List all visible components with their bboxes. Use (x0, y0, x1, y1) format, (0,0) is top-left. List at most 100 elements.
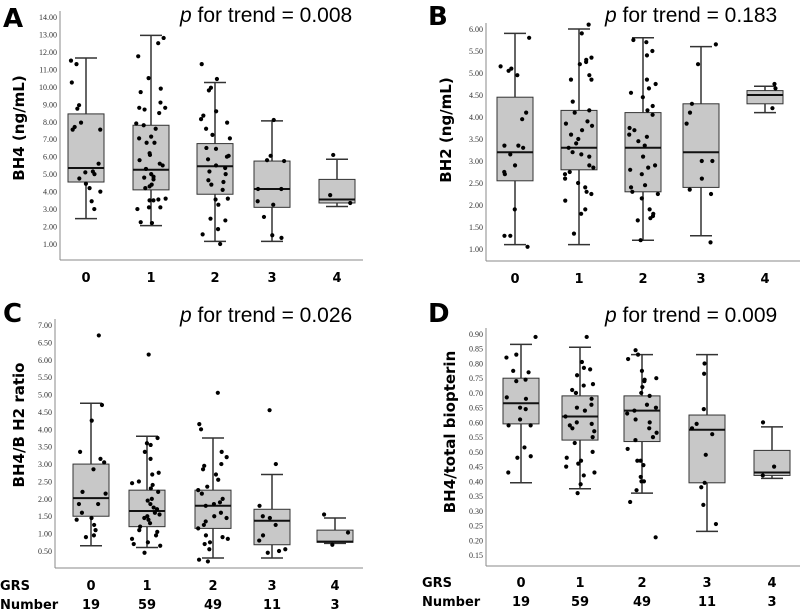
data-point (206, 178, 211, 183)
data-point (281, 158, 287, 164)
data-point (135, 206, 140, 212)
data-point (207, 169, 212, 174)
data-point (163, 105, 168, 110)
y-tick-label: 0.70 (469, 389, 483, 398)
y-tick-label: 0.30 (469, 507, 483, 516)
data-point (142, 515, 147, 521)
data-point (699, 158, 704, 164)
data-point (331, 152, 336, 158)
data-point (585, 119, 590, 124)
data-point (648, 216, 653, 221)
box-iqr (753, 449, 791, 476)
data-point (638, 238, 643, 243)
data-point (694, 421, 699, 426)
data-point (273, 522, 278, 528)
data-point (265, 550, 270, 555)
data-point (625, 411, 630, 416)
y-tick-label: 0.65 (469, 404, 483, 413)
data-point (570, 387, 575, 393)
data-point (653, 535, 658, 540)
data-point (506, 68, 511, 73)
data-point (528, 423, 533, 428)
data-point (227, 136, 232, 141)
box-iqr (688, 414, 726, 484)
data-point (647, 207, 652, 212)
data-point (528, 454, 533, 459)
data-point (211, 501, 217, 507)
data-point (144, 140, 149, 145)
data-point (205, 484, 210, 489)
y-tick-label: 0.15 (469, 551, 483, 560)
data-point (160, 163, 165, 168)
data-point (138, 220, 143, 225)
data-point (224, 515, 229, 521)
data-point (153, 533, 159, 538)
y-tick-label: 0.20 (469, 536, 483, 545)
y-tick-label: 5.50 (38, 373, 52, 382)
y-tick-label: 4.50 (469, 91, 483, 100)
data-point (628, 167, 633, 172)
data-point (92, 206, 97, 212)
y-tick-label: 0.25 (469, 522, 483, 531)
data-point (638, 474, 643, 480)
data-point (644, 77, 650, 82)
data-point (572, 440, 577, 446)
x-category-label: 0 (510, 272, 519, 287)
data-point (571, 231, 577, 236)
data-point (202, 463, 207, 468)
data-point (625, 446, 630, 452)
number-row-label: Number (422, 595, 481, 609)
data-point (645, 108, 650, 113)
data-point (270, 233, 275, 238)
y-tick-label: 0.35 (469, 492, 483, 501)
data-point (498, 64, 503, 69)
data-point (225, 536, 230, 541)
box-iqr (682, 103, 720, 188)
data-point (98, 127, 103, 132)
data-point (279, 186, 284, 192)
data-point (646, 86, 652, 91)
data-point (627, 132, 632, 137)
data-point (654, 430, 659, 435)
data-point (98, 189, 103, 194)
y-tick-label: 1.00 (43, 240, 57, 249)
data-point (197, 421, 202, 427)
data-point (689, 426, 695, 431)
data-point (523, 407, 528, 412)
data-point (257, 503, 262, 508)
data-point (158, 205, 163, 210)
data-point (579, 31, 584, 36)
data-point (772, 464, 777, 469)
p-trend-value: for trend = 0.026 (192, 304, 353, 327)
data-point (576, 136, 581, 142)
data-point (223, 172, 228, 177)
y-tick-label: 0.45 (469, 463, 483, 472)
data-point (639, 479, 644, 484)
data-point (639, 172, 644, 177)
data-point (148, 501, 153, 507)
data-point (223, 165, 228, 171)
data-point (589, 421, 594, 426)
data-point (156, 197, 161, 202)
y-tick-label: 14.00 (39, 13, 57, 22)
data-point (579, 211, 584, 216)
data-point (143, 186, 148, 191)
box-iqr (746, 90, 784, 105)
data-point (522, 445, 527, 450)
data-point (80, 489, 85, 494)
data-point (701, 407, 706, 412)
box-iqr (318, 178, 356, 204)
data-point (633, 437, 638, 443)
data-point (103, 491, 108, 496)
data-point (575, 491, 580, 496)
data-point (198, 117, 204, 122)
group-count: 11 (698, 595, 716, 609)
data-point (650, 112, 655, 117)
y-tick-label: 2.50 (469, 179, 483, 188)
data-point (563, 121, 569, 126)
group-count: 59 (138, 598, 156, 609)
data-point (74, 62, 79, 67)
y-tick-label: 3.00 (469, 157, 483, 166)
data-point (760, 473, 765, 478)
